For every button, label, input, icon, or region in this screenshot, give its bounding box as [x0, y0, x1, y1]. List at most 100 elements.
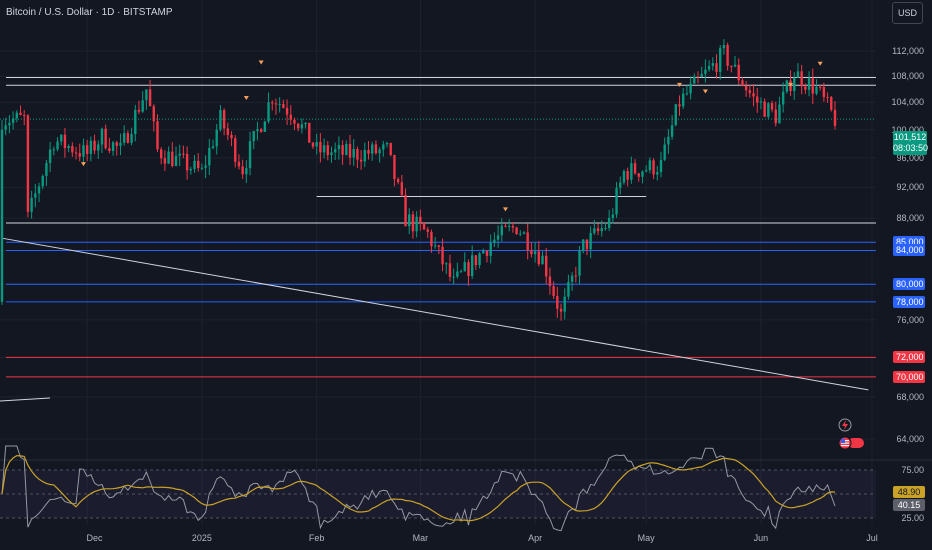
candle-body	[704, 69, 707, 74]
horizontal-levels	[0, 77, 876, 402]
candle-body	[304, 122, 307, 125]
candle-body	[644, 170, 648, 172]
candle-body	[408, 214, 411, 227]
candle-body	[707, 66, 711, 70]
candle-body	[171, 151, 174, 167]
time-axis-label: Apr	[528, 533, 543, 543]
candle-body	[648, 160, 652, 171]
candle-body	[104, 128, 107, 149]
level-badge: 84,000	[893, 244, 925, 257]
time-axis-label: May	[637, 533, 655, 543]
us-flag-icon[interactable]	[838, 436, 866, 450]
candle-body	[722, 45, 726, 49]
candle-body	[97, 144, 100, 151]
price-axis-label: 96,000	[896, 152, 924, 163]
candle-body	[52, 149, 56, 151]
candle-body	[234, 138, 237, 162]
candle-body	[622, 170, 626, 183]
candle-body	[811, 78, 814, 94]
signal-marker	[702, 89, 708, 94]
candle-body	[271, 102, 274, 104]
candle-body	[422, 223, 426, 230]
candle-body	[330, 152, 333, 156]
candle-body	[567, 281, 570, 297]
candle-body	[111, 142, 115, 152]
rsi-ma-badge: 48.90	[893, 486, 925, 498]
candle-body	[663, 144, 666, 160]
candle-body	[730, 65, 733, 67]
rsi-value-badge: 40.15	[893, 499, 925, 511]
candle-body	[204, 165, 207, 168]
candle-body	[404, 194, 407, 227]
candle-body	[448, 263, 452, 277]
candle-body	[159, 149, 163, 159]
candle-body	[126, 133, 130, 143]
candle-body	[63, 134, 67, 149]
candle-body	[478, 253, 481, 266]
time-axis-label: Dec	[86, 533, 103, 543]
candle-body	[41, 175, 44, 187]
candle-body	[545, 255, 548, 277]
candle-body	[445, 263, 448, 265]
candle-body	[659, 159, 663, 173]
candle-body	[515, 227, 518, 235]
candle-body	[830, 97, 833, 110]
candle-body	[382, 144, 385, 150]
candle-body	[359, 159, 363, 162]
candle-body	[193, 160, 196, 170]
candle-body	[337, 145, 341, 150]
lightning-icon[interactable]	[838, 418, 852, 432]
candle-body	[156, 121, 159, 150]
candle-body	[211, 146, 215, 148]
candle-body	[67, 146, 70, 149]
candle-body	[656, 172, 659, 175]
candle-body	[733, 64, 737, 67]
candle-body	[122, 133, 126, 143]
candle-body	[19, 112, 22, 115]
time-axis-label: 2025	[191, 533, 212, 543]
signal-marker	[243, 96, 249, 101]
candle-body	[26, 115, 30, 212]
candle-body	[185, 153, 189, 171]
candle-body	[781, 91, 785, 105]
candle-body	[541, 255, 544, 265]
candle-body	[496, 235, 500, 240]
signal-markers	[80, 60, 823, 212]
candle-body	[667, 136, 670, 145]
candle-body	[115, 142, 118, 146]
rsi-axis-25: 25.00	[901, 513, 924, 523]
currency-button[interactable]: USD	[892, 2, 923, 24]
candle-body	[741, 80, 744, 86]
candle-body	[256, 129, 259, 132]
candle-body	[219, 110, 222, 130]
rsi-line	[1, 445, 836, 532]
candle-body	[500, 225, 503, 236]
candle-body	[56, 141, 59, 150]
candle-body	[222, 110, 226, 129]
candle-body	[711, 63, 715, 67]
candle-body	[641, 171, 644, 177]
candle-body	[670, 125, 674, 137]
candle-body	[378, 149, 381, 154]
candle-body	[637, 173, 640, 177]
candle-body	[71, 146, 74, 153]
candle-body	[678, 104, 681, 107]
candle-body	[311, 142, 315, 147]
candle-body	[393, 154, 396, 180]
candle-body	[137, 109, 141, 112]
candle-body	[289, 114, 292, 120]
level-badge: 72,000	[893, 351, 925, 364]
candle-body	[737, 64, 740, 81]
time-axis-label: Jun	[753, 533, 769, 543]
countdown: 08:03:50	[893, 143, 929, 153]
candle-body	[426, 229, 429, 232]
candle-body	[8, 122, 11, 126]
candle-body	[459, 271, 463, 273]
candle-body	[141, 100, 144, 112]
candle-body	[134, 109, 137, 135]
candle-body	[374, 144, 378, 154]
candle-body	[696, 76, 700, 78]
candle-body	[652, 160, 655, 175]
candle-body	[681, 93, 685, 107]
